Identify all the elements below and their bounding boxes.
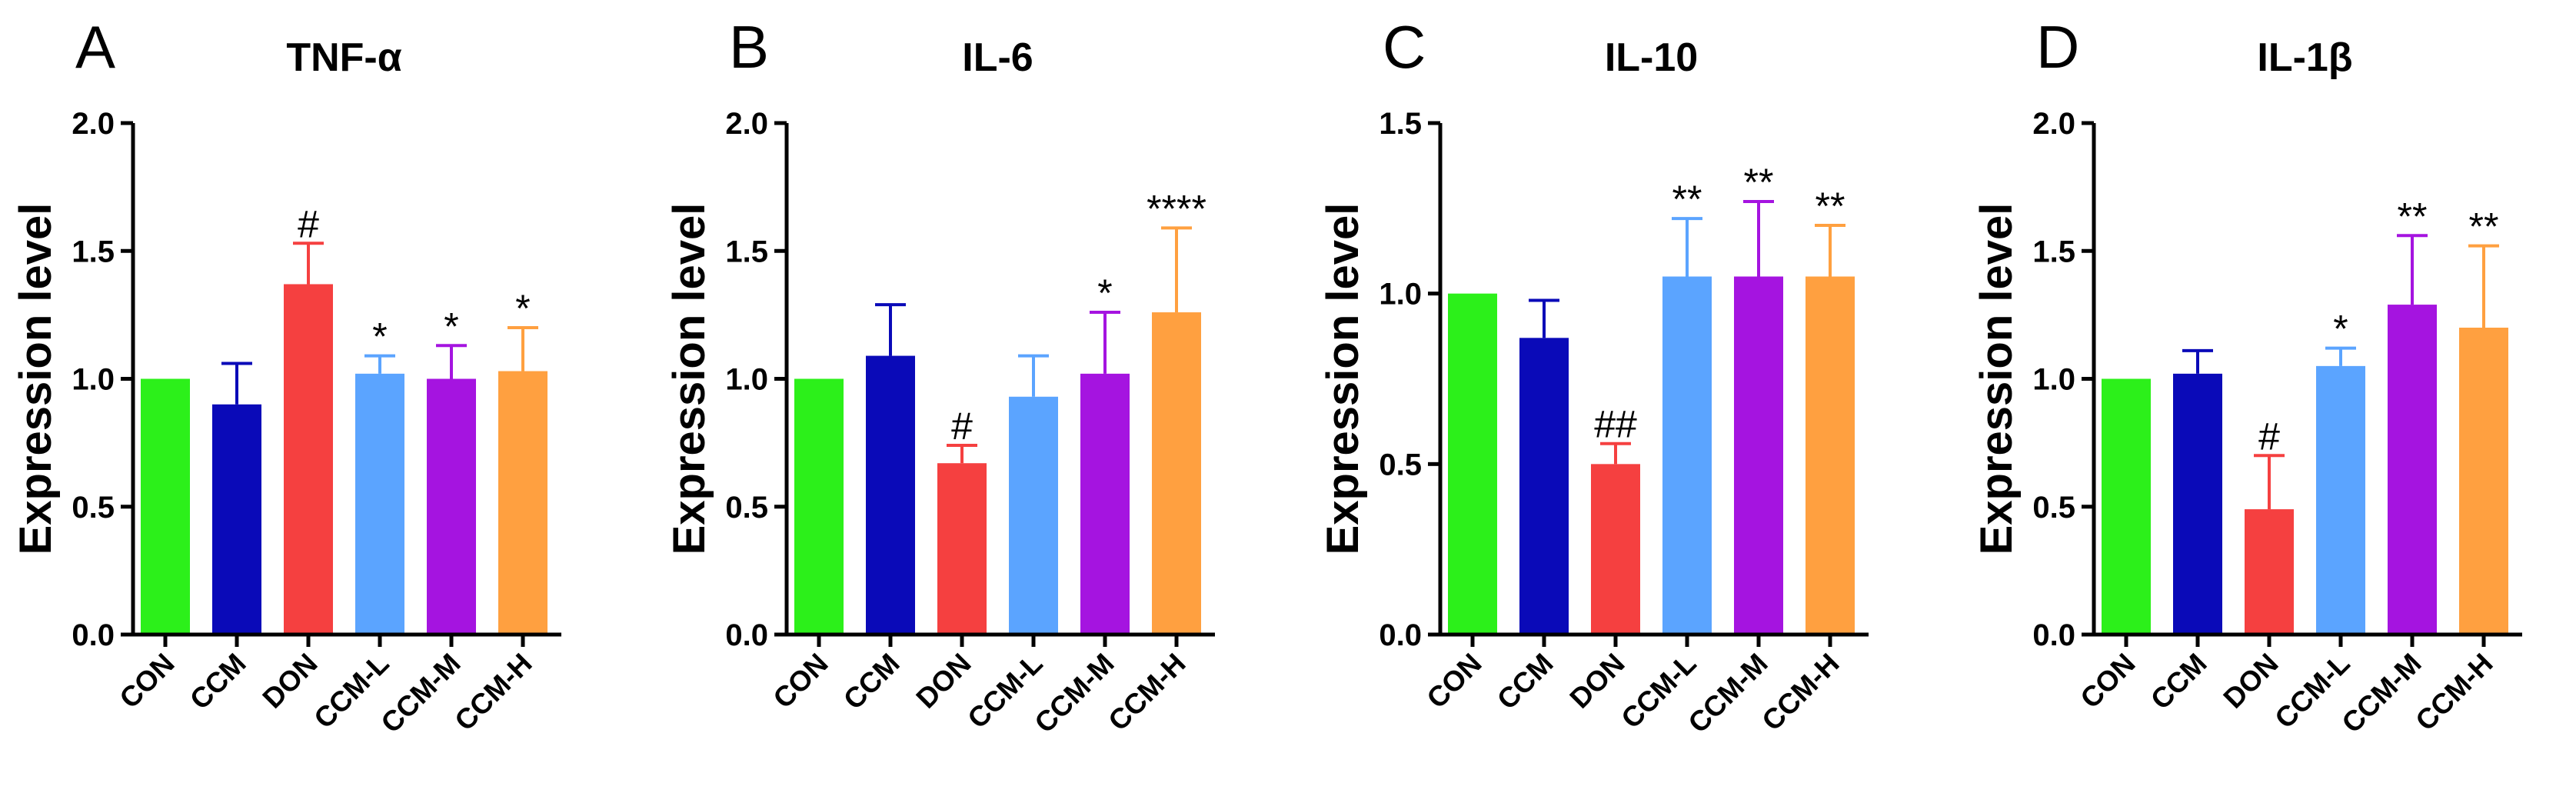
bar-don [1591, 464, 1640, 635]
chart-title: IL-6 [962, 35, 1033, 80]
significance-label: # [298, 202, 319, 245]
y-tick-label: 1.5 [725, 235, 768, 268]
bar-ccm [2173, 373, 2222, 635]
panel-letter: B [729, 13, 769, 81]
significance-label: * [372, 315, 387, 358]
y-tick-label: 1.0 [2032, 363, 2075, 397]
chart-title: IL-1β [2257, 35, 2352, 80]
bar-ccm-h [498, 371, 547, 635]
x-tick-label: CCM [184, 648, 252, 716]
y-tick-label: 1.0 [725, 363, 768, 397]
y-tick-label: 2.0 [72, 107, 115, 141]
bar-ccm-l [2316, 365, 2365, 635]
y-tick-label: 0.0 [2032, 618, 2075, 652]
y-tick-label: 0.0 [1379, 618, 1422, 652]
y-tick-label: 0.0 [72, 618, 115, 652]
bar-don [284, 284, 333, 635]
x-tick-label: CCM [1491, 648, 1559, 716]
significance-label: * [1097, 272, 1112, 315]
y-axis-label: Expression level [1972, 203, 2022, 555]
y-tick-label: 2.0 [2032, 107, 2075, 141]
x-tick-label: CCM-M [375, 648, 467, 739]
x-tick-label: CCM-M [1682, 648, 1774, 739]
significance-label: * [444, 305, 458, 348]
x-tick-label: CCM-H [1102, 648, 1191, 737]
x-tick-label: DON [257, 648, 324, 715]
y-axis-label: Expression level [11, 203, 61, 555]
significance-label: **** [1147, 187, 1206, 230]
chart-title: TNF-α [286, 35, 401, 80]
y-tick-label: 1.0 [72, 363, 115, 397]
bar-con [141, 378, 190, 635]
y-tick-label: 1.0 [1379, 278, 1422, 312]
significance-label: # [951, 405, 973, 448]
x-tick-label: DON [1564, 648, 1631, 715]
panel-letter: A [75, 13, 115, 81]
x-tick-label: CON [2075, 648, 2142, 715]
bar-ccm-m [427, 378, 476, 635]
significance-label: ** [2398, 195, 2428, 238]
x-tick-label: CCM-M [2336, 648, 2428, 739]
significance-label: ** [1744, 161, 1774, 204]
x-tick-label: CCM-H [2409, 648, 2498, 737]
x-tick-label: CCM [837, 648, 906, 716]
y-tick-label: 0.5 [2032, 491, 2075, 525]
bar-ccm-l [1662, 276, 1712, 635]
x-tick-label: CON [114, 648, 181, 715]
bar-con [1448, 293, 1497, 635]
significance-label: ## [1594, 403, 1637, 446]
y-tick-label: 0.5 [725, 491, 768, 525]
significance-label: * [2333, 308, 2348, 351]
bar-ccm-h [2459, 328, 2508, 635]
significance-label: * [515, 287, 530, 330]
bar-ccm-h [1152, 312, 1201, 635]
chart-title: IL-10 [1605, 35, 1698, 80]
significance-label: ** [2469, 205, 2499, 248]
y-tick-label: 2.0 [725, 107, 768, 141]
bar-ccm-l [1009, 396, 1058, 635]
y-tick-label: 0.5 [72, 491, 115, 525]
bar-ccm-m [2388, 305, 2437, 635]
y-tick-label: 0.0 [725, 618, 768, 652]
x-tick-label: CON [767, 648, 834, 715]
significance-label: # [2258, 415, 2280, 458]
bar-don [2245, 509, 2294, 635]
panel-letter: C [1383, 13, 1426, 81]
y-tick-label: 0.5 [1379, 448, 1422, 481]
x-tick-label: CCM-M [1029, 648, 1120, 739]
bar-ccm [866, 355, 915, 635]
significance-label: ** [1816, 185, 1845, 228]
bar-ccm-m [1080, 373, 1130, 635]
y-tick-label: 1.5 [72, 235, 115, 268]
x-tick-label: CCM-H [1756, 648, 1845, 737]
significance-label: ** [1672, 178, 1702, 221]
y-axis-label: Expression level [1318, 203, 1368, 555]
bar-ccm [1519, 338, 1569, 635]
bar-ccm-m [1734, 276, 1783, 635]
x-tick-label: DON [2218, 648, 2285, 715]
panel-letter: D [2036, 13, 2079, 81]
y-tick-label: 1.5 [1379, 107, 1422, 141]
y-tick-label: 1.5 [2032, 235, 2075, 268]
bar-con [2102, 378, 2151, 635]
x-tick-label: CCM-H [448, 648, 537, 737]
bar-ccm-h [1806, 276, 1855, 635]
bar-con [794, 378, 844, 635]
bar-don [937, 463, 987, 635]
x-tick-label: DON [910, 648, 977, 715]
x-tick-label: CON [1421, 648, 1488, 715]
x-tick-label: CCM [2145, 648, 2213, 716]
bar-ccm [212, 404, 261, 635]
y-axis-label: Expression level [664, 203, 714, 555]
bar-ccm-l [355, 373, 404, 635]
